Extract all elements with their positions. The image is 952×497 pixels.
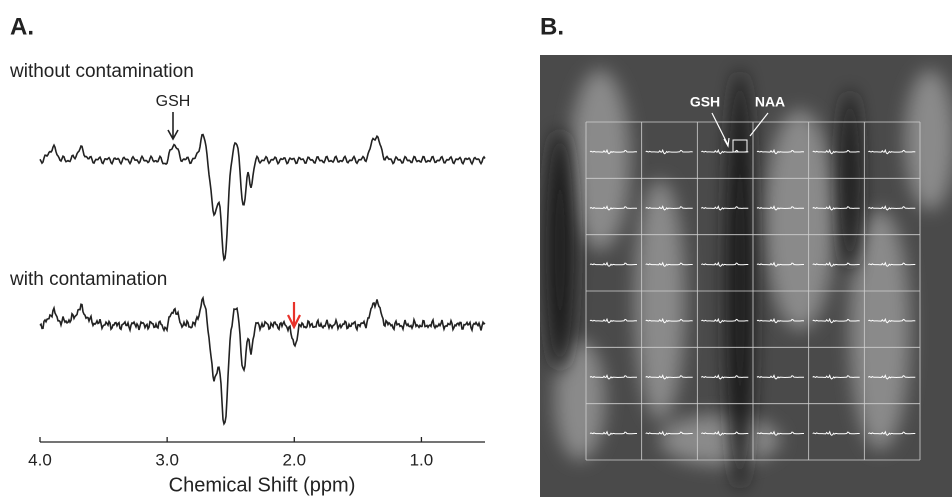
mini-spectrum [867, 374, 916, 380]
mini-spectrum [589, 317, 638, 324]
mini-spectrum [645, 430, 693, 436]
mini-spectrum [756, 430, 804, 436]
peak-label: NAA [755, 94, 785, 110]
mini-spectrum [589, 374, 637, 380]
mini-spectrum [756, 317, 805, 324]
mini-spectrum [812, 205, 860, 211]
spectrum [39, 133, 486, 262]
mini-spectrum [645, 261, 693, 267]
mini-spectrum [701, 317, 749, 324]
mini-spectrum [756, 261, 804, 267]
voxel-grid [585, 121, 921, 461]
mini-spectrum [868, 430, 916, 436]
mini-spectrum [868, 261, 916, 267]
mini-spectrum [867, 205, 916, 211]
mini-spectrum [589, 148, 638, 155]
mini-spectrum [868, 148, 916, 155]
arrow [167, 112, 179, 141]
mini-spectrum [812, 148, 860, 155]
mini-spectrum [812, 317, 860, 324]
mini-spectrum [701, 261, 749, 267]
mini-spectrum [645, 374, 693, 380]
spectrum-title: without contamination [9, 61, 194, 82]
mini-spectrum [645, 148, 693, 155]
panel-label: A. [10, 13, 34, 40]
mini-spectrum [589, 430, 637, 436]
x-tick-label: 2.0 [282, 450, 306, 469]
mini-spectrum [812, 374, 860, 380]
mini-spectrum [868, 317, 916, 324]
mini-spectrum [701, 430, 749, 436]
mini-spectrum [812, 261, 860, 267]
spectrum-title: with contamination [9, 269, 167, 290]
x-tick-label: 1.0 [410, 450, 434, 469]
peak-label: GSH [690, 94, 720, 110]
arrow [749, 112, 769, 137]
mri-image [540, 55, 952, 497]
mini-spectrum [812, 430, 860, 436]
mini-spectrum [589, 261, 637, 267]
arrow [711, 112, 730, 148]
contamination-arrow [287, 302, 301, 330]
mini-spectrum [700, 205, 749, 211]
mini-spectrum [756, 374, 804, 380]
panel-label: B. [540, 13, 564, 40]
peak-label: GSH [156, 93, 191, 110]
naa-box [732, 139, 748, 153]
x-tick-label: 3.0 [155, 450, 179, 469]
mini-spectrum [589, 205, 637, 211]
mini-spectrum [756, 148, 805, 155]
x-tick-label: 4.0 [28, 450, 52, 469]
mini-spectrum [645, 205, 693, 211]
x-axis-label: Chemical Shift (ppm) [169, 474, 356, 496]
mini-spectrum [645, 317, 693, 324]
mini-spectrum [700, 374, 749, 380]
spectrum [39, 295, 486, 426]
mini-spectrum [756, 205, 804, 211]
